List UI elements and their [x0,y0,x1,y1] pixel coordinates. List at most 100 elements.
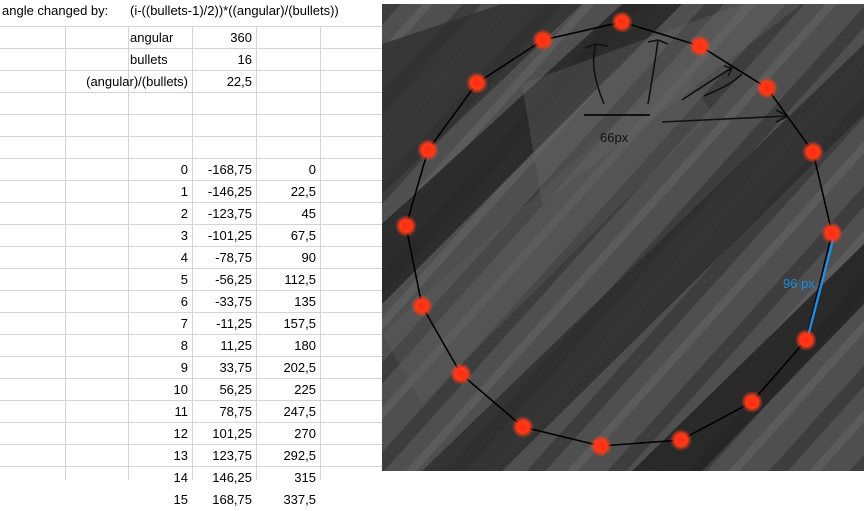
bullet-marker [590,435,612,457]
highlighted-side-line [806,235,836,337]
row-angle-cell[interactable]: 337,5 [283,492,316,507]
row-index-cell[interactable]: 8 [180,338,188,353]
row-angle-cell[interactable]: 135 [294,294,316,309]
bullet-marker [821,222,843,244]
row-offset-cell[interactable]: -56,25 [215,272,252,287]
grid-row-line [0,202,382,203]
row-angle-cell[interactable]: 180 [294,338,316,353]
row-offset-cell[interactable]: 168,75 [212,492,252,507]
row-index-cell[interactable]: 1 [180,184,188,199]
grid-column-line [320,26,321,480]
background-band [632,244,864,471]
grid-column-line [128,26,129,480]
grid-row-line [0,136,382,137]
row-offset-cell[interactable]: 146,25 [212,470,252,485]
bullet-marker [395,215,417,237]
row-index-cell[interactable]: 14 [173,470,188,485]
grid-row-line [0,268,382,269]
row-offset-cell[interactable]: -168,75 [207,162,252,177]
grid-row-line [0,466,382,467]
game-screenshot: 66px 96 px [382,4,864,471]
row-angle-cell[interactable]: 22,5 [290,184,316,199]
param-value-cell[interactable]: 360 [230,30,252,45]
row-index-cell[interactable]: 12 [173,426,188,441]
side-length-label: 96 px [783,276,815,291]
row-offset-cell[interactable]: -33,75 [215,294,252,309]
bullet-marker [417,139,439,161]
grid-row-line [0,290,382,291]
bullet-ring-diagram: 66px 96 px [382,4,864,471]
row-offset-cell[interactable]: 33,75 [219,360,252,375]
grid-column-line [192,26,193,480]
grid-row-line [0,422,382,423]
row-angle-cell[interactable]: 112,5 [284,272,316,287]
row-index-cell[interactable]: 6 [180,294,188,309]
bullet-marker [689,35,711,57]
param-value-cell[interactable]: 16 [237,52,252,67]
row-angle-cell[interactable]: 0 [308,162,316,177]
grid-column-line [65,26,66,480]
header-formula-cell[interactable]: (i-((bullets-1)/2))*((angular)/(bullets)… [130,3,339,18]
bullet-marker [450,363,472,385]
row-angle-cell[interactable]: 157,5 [283,316,316,331]
param-label-cell[interactable]: (angular)/(bullets) [86,74,188,89]
row-angle-cell[interactable]: 202,5 [283,360,316,375]
bullet-marker [741,391,763,413]
row-angle-cell[interactable]: 292,5 [283,448,316,463]
row-index-cell[interactable]: 11 [174,404,189,419]
row-angle-cell[interactable]: 247,5 [283,404,316,419]
bullet-marker [611,11,633,33]
row-angle-cell[interactable]: 225 [294,382,316,397]
grid-row-line [0,334,382,335]
row-index-cell[interactable]: 9 [180,360,188,375]
background-band [522,4,802,204]
row-offset-cell[interactable]: 123,75 [212,448,252,463]
param-label-cell[interactable]: angular [130,30,174,45]
bullet-marker [756,77,778,99]
row-index-cell[interactable]: 7 [180,316,188,331]
grid-row-line [0,400,382,401]
row-angle-cell[interactable]: 270 [294,426,316,441]
row-index-cell[interactable]: 2 [180,206,188,221]
row-offset-cell[interactable]: 78,75 [219,404,252,419]
spacing-label: 66px [600,130,629,145]
bullet-marker [670,429,692,451]
row-offset-cell[interactable]: -101,25 [207,228,252,243]
row-offset-cell[interactable]: -123,75 [207,206,252,221]
background-band [422,44,864,471]
grid-column-line [256,26,257,480]
spreadsheet: angle changed by: (i-((bullets-1)/2))*((a… [0,0,382,507]
row-offset-cell[interactable]: -146,25 [207,184,252,199]
row-offset-cell[interactable]: 56,25 [219,382,252,397]
row-index-cell[interactable]: 5 [180,272,188,287]
row-index-cell[interactable]: 10 [173,382,188,397]
row-index-cell[interactable]: 4 [180,250,188,265]
grid-row-line [0,48,382,49]
param-label-cell[interactable]: bullets [130,52,168,67]
row-index-cell[interactable]: 15 [173,492,188,507]
row-offset-cell[interactable]: 11,25 [220,338,252,353]
row-offset-cell[interactable]: -78,75 [215,250,252,265]
row-index-cell[interactable]: 3 [180,228,188,243]
row-angle-cell[interactable]: 67,5 [290,228,316,243]
grid-row-line [0,158,382,159]
header-label-cell[interactable]: angle changed by: [2,3,109,18]
grid-row-line [0,444,382,445]
param-value-cell[interactable]: 22,5 [226,74,252,89]
grid-row-line [0,246,382,247]
grid-row-line [0,180,382,181]
bullet-marker [802,141,824,163]
row-offset-cell[interactable]: -11,25 [216,316,252,331]
row-angle-cell[interactable]: 315 [294,470,316,485]
grid-row-line [0,224,382,225]
bullet-marker [466,72,488,94]
row-angle-cell[interactable]: 45 [301,206,316,221]
row-offset-cell[interactable]: 101,25 [212,426,252,441]
grid-row-line [0,26,382,27]
bullet-marker [411,295,433,317]
row-index-cell[interactable]: 13 [173,448,188,463]
row-angle-cell[interactable]: 90 [301,250,316,265]
bullet-marker [512,416,534,438]
grid-row-line [0,114,382,115]
row-index-cell[interactable]: 0 [180,162,188,177]
